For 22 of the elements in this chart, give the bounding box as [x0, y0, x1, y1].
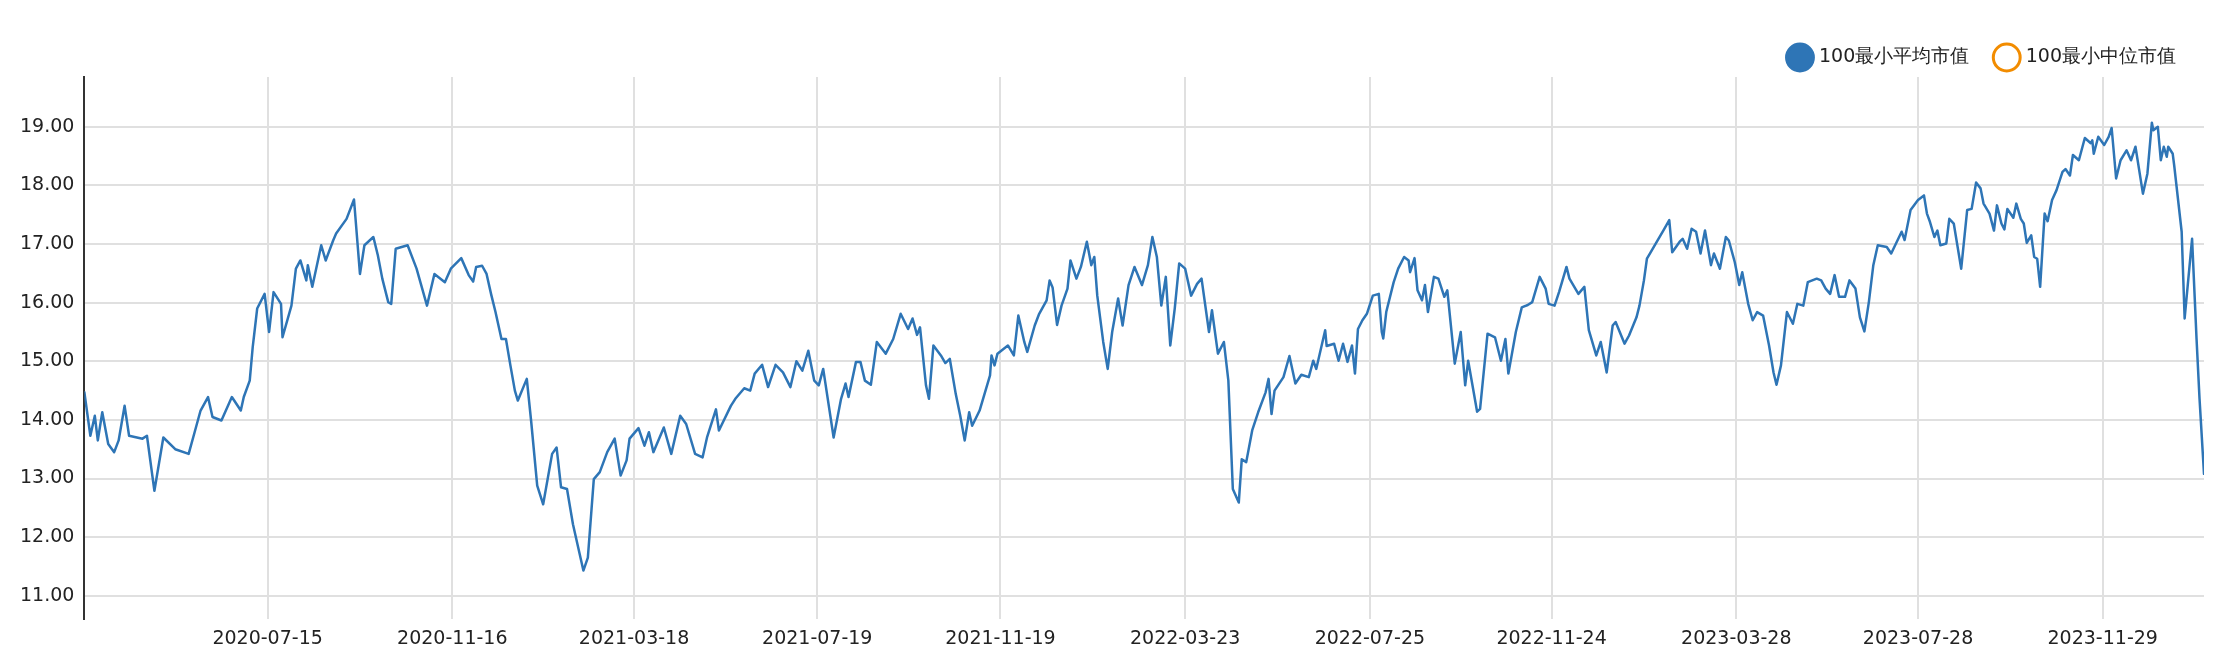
- x-tick-label: 2023-03-28: [1681, 625, 1792, 648]
- y-tick-label: 11.00: [19, 582, 75, 605]
- y-tick-label: 16.00: [19, 289, 75, 312]
- x-tick-label: 2022-03-23: [1129, 625, 1241, 648]
- x-tick-label: 2021-07-19: [762, 625, 873, 648]
- y-tick-label: 19.00: [19, 113, 75, 136]
- y-tick-label: 13.00: [19, 465, 75, 488]
- legend-label: 100最小中位市值: [2025, 44, 2176, 67]
- x-tick-label: 2022-11-24: [1496, 625, 1607, 648]
- x-tick-label: 2020-11-16: [397, 625, 508, 648]
- y-tick-label: 15.00: [19, 348, 75, 371]
- y-tick-label: 18.00: [19, 172, 75, 195]
- y-tick-label: 12.00: [19, 524, 75, 547]
- y-tick-label: 17.00: [19, 230, 75, 253]
- y-tick-label: 14.00: [19, 406, 75, 429]
- x-tick-label: 2023-07-28: [1862, 625, 1974, 648]
- legend-label: 100最小平均市值: [1818, 44, 1970, 67]
- x-tick-label: 2021-03-18: [578, 625, 690, 648]
- x-tick-label: 2020-07-15: [212, 625, 323, 648]
- x-tick-label: 2022-07-25: [1314, 625, 1426, 648]
- x-tick-label: 2021-11-19: [945, 625, 1056, 648]
- x-tick-label: 2023-11-29: [2047, 625, 2158, 648]
